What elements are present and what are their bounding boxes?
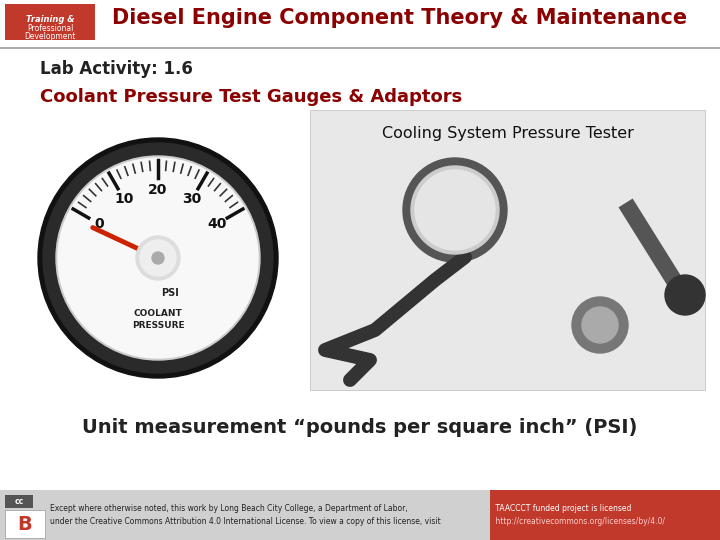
Circle shape — [415, 170, 495, 250]
Circle shape — [56, 156, 260, 360]
Text: Diesel Engine Component Theory & Maintenance: Diesel Engine Component Theory & Mainten… — [112, 8, 688, 28]
Bar — [310, 110, 705, 390]
Text: 20: 20 — [148, 183, 168, 197]
Text: PRESSURE: PRESSURE — [132, 321, 184, 329]
Text: cc: cc — [14, 497, 24, 507]
Text: 0: 0 — [94, 217, 104, 231]
Circle shape — [38, 138, 278, 378]
Text: Development: Development — [24, 32, 76, 41]
Text: Professional: Professional — [27, 24, 73, 33]
Text: ISSPRO: ISSPRO — [144, 244, 172, 253]
Text: Cooling System Pressure Tester: Cooling System Pressure Tester — [382, 126, 634, 141]
Text: TAACCCT funded project is licensed: TAACCCT funded project is licensed — [493, 504, 631, 513]
Text: PSI: PSI — [161, 288, 179, 298]
Circle shape — [140, 240, 176, 276]
Circle shape — [411, 166, 499, 254]
Circle shape — [665, 275, 705, 315]
Circle shape — [136, 236, 180, 280]
Bar — [490, 490, 720, 540]
Text: 40: 40 — [207, 217, 227, 231]
Circle shape — [403, 158, 507, 262]
Bar — [0, 490, 720, 540]
Text: COOLANT: COOLANT — [134, 308, 182, 318]
Circle shape — [152, 252, 164, 264]
Bar — [5, 4, 95, 40]
Text: 10: 10 — [114, 192, 134, 206]
Circle shape — [58, 158, 258, 358]
Text: http://creativecommons.org/licenses/by/4.0/: http://creativecommons.org/licenses/by/4… — [493, 517, 665, 526]
Text: Unit measurement “pounds per square inch” (PSI): Unit measurement “pounds per square inch… — [82, 418, 638, 437]
Text: Coolant Pressure Test Gauges & Adaptors: Coolant Pressure Test Gauges & Adaptors — [40, 88, 462, 106]
Text: Except where otherwise noted, this work by Long Beach City College, a Department: Except where otherwise noted, this work … — [50, 504, 408, 513]
Bar — [5, 495, 33, 508]
Text: B: B — [17, 515, 32, 534]
Circle shape — [572, 297, 628, 353]
Text: 30: 30 — [182, 192, 202, 206]
Circle shape — [582, 307, 618, 343]
Text: Training &: Training & — [26, 15, 74, 24]
Text: under the Creative Commons Attribution 4.0 International License. To view a copy: under the Creative Commons Attribution 4… — [50, 517, 441, 526]
Bar — [0, 0, 720, 48]
Text: Lab Activity: 1.6: Lab Activity: 1.6 — [40, 60, 193, 78]
Circle shape — [43, 143, 273, 373]
Bar — [5, 510, 45, 538]
